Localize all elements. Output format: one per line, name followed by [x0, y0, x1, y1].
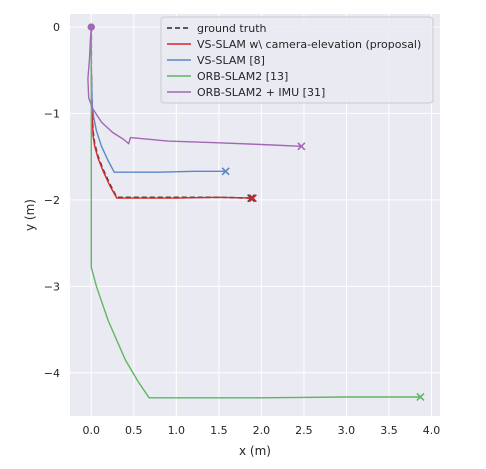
legend: ground truth VS-SLAM w\ camera-elevation …	[160, 16, 434, 104]
start-point-marker	[87, 23, 95, 31]
x-tick-label: 0.0	[83, 424, 101, 437]
x-tick-label: 1.5	[210, 424, 228, 437]
legend-label: VS-SLAM [8]	[197, 54, 265, 67]
y-tick-label: −2	[44, 194, 60, 207]
end-point-marker	[248, 194, 257, 203]
x-tick-label: 4.0	[423, 424, 441, 437]
end-point-marker	[297, 142, 306, 151]
x-tick-label: 3.5	[380, 424, 398, 437]
series-4	[87, 23, 306, 151]
x-tick-label: 2.5	[295, 424, 313, 437]
series-layer	[87, 23, 425, 402]
y-tick-label: −4	[44, 367, 60, 380]
y-tick-label: 0	[53, 21, 60, 34]
y-tick-label: −1	[44, 107, 60, 120]
series-line	[90, 27, 421, 399]
end-point-marker	[221, 167, 230, 176]
y-axis-label: y (m)	[23, 199, 37, 231]
x-tick-label: 0.5	[125, 424, 143, 437]
end-point-marker	[416, 392, 425, 402]
legend-label: VS-SLAM w\ camera-elevation (proposal)	[197, 38, 421, 51]
legend-box	[160, 16, 434, 104]
legend-label: ORB-SLAM2 + IMU [31]	[197, 86, 325, 99]
x-tick-labels: 0.0 0.5 1.0 1.5 2.0 2.5 3.0 3.5 4.0	[83, 424, 441, 437]
legend-label: ground truth	[197, 22, 267, 35]
y-tick-label: −3	[44, 280, 60, 293]
y-tick-labels: 0 −1 −2 −3 −4	[44, 21, 60, 380]
x-tick-label: 2.0	[253, 424, 271, 437]
legend-label: ORB-SLAM2 [13]	[197, 70, 288, 83]
series-line	[87, 26, 302, 147]
x-tick-label: 1.0	[168, 424, 186, 437]
x-axis-label: x (m)	[239, 444, 271, 458]
x-tick-label: 3.0	[338, 424, 356, 437]
